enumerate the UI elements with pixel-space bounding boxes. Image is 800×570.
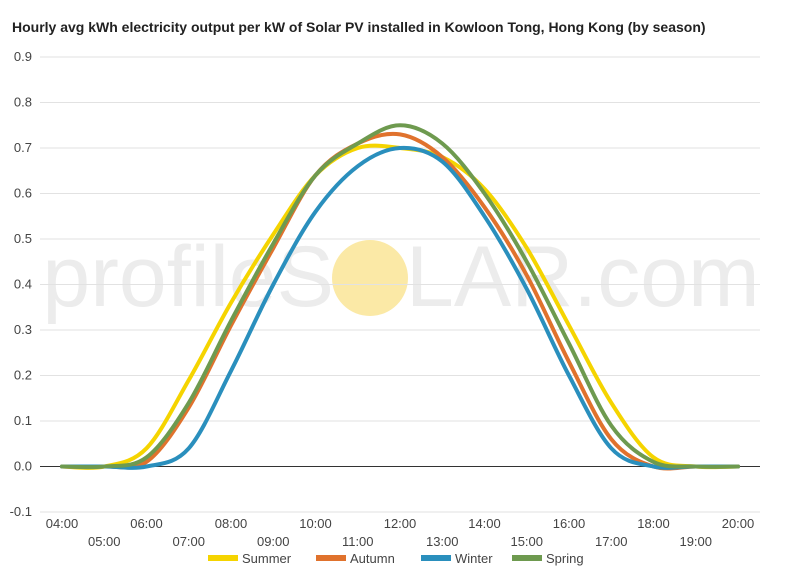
series-lines <box>60 123 740 471</box>
y-tick-label: 0.7 <box>14 140 32 155</box>
legend-swatch-winter <box>421 555 451 561</box>
x-tick-label: 16:00 <box>553 516 586 531</box>
legend-label-spring: Spring <box>546 551 584 566</box>
y-tick-label: -0.1 <box>10 504 32 519</box>
x-tick-label: 07:00 <box>172 534 205 549</box>
x-tick-label: 20:00 <box>722 516 755 531</box>
y-tick-label: 0.1 <box>14 413 32 428</box>
y-tick-label: 0.0 <box>14 459 32 474</box>
legend-item-spring: Spring <box>512 551 584 566</box>
y-tick-label: 0.4 <box>14 277 32 292</box>
legend-label-winter: Winter <box>455 551 493 566</box>
x-tick-label: 12:00 <box>384 516 417 531</box>
legend-item-summer: Summer <box>208 551 292 566</box>
x-tick-label: 08:00 <box>215 516 248 531</box>
legend-swatch-autumn <box>316 555 346 561</box>
x-tick-label: 09:00 <box>257 534 290 549</box>
legend-item-autumn: Autumn <box>316 551 395 566</box>
legend: Summer Autumn Winter Spring <box>208 551 584 566</box>
chart-title: Hourly avg kWh electricity output per kW… <box>12 19 706 35</box>
y-tick-label: 0.3 <box>14 322 32 337</box>
watermark: profileS LAR.com <box>42 229 759 325</box>
legend-label-autumn: Autumn <box>350 551 395 566</box>
x-tick-label: 17:00 <box>595 534 628 549</box>
x-tick-label: 19:00 <box>679 534 712 549</box>
legend-label-summer: Summer <box>242 551 292 566</box>
x-tick-label: 05:00 <box>88 534 121 549</box>
watermark-sun <box>332 240 408 316</box>
x-tick-label: 04:00 <box>46 516 79 531</box>
series-line-winter <box>60 145 740 470</box>
x-tick-label: 11:00 <box>342 534 374 549</box>
x-tick-label: 06:00 <box>130 516 163 531</box>
y-tick-label: 0.6 <box>14 186 32 201</box>
watermark-text-left: profileS <box>42 229 334 325</box>
y-tick-label: 0.5 <box>14 231 32 246</box>
y-tick-label: 0.8 <box>14 95 32 110</box>
legend-swatch-spring <box>512 555 542 561</box>
legend-item-winter: Winter <box>421 551 493 566</box>
x-tick-label: 18:00 <box>637 516 670 531</box>
watermark-text-right: LAR.com <box>406 229 760 325</box>
x-tick-label: 10:00 <box>299 516 332 531</box>
grid <box>40 56 760 513</box>
x-tick-label: 15:00 <box>510 534 543 549</box>
legend-swatch-summer <box>208 555 238 561</box>
axes: -0.1 0.0 0.1 0.2 0.3 0.4 0.5 0.6 0.7 0.8 0.9 04:00 0… <box>10 49 760 549</box>
y-tick-label: 0.9 <box>14 49 32 64</box>
series-line-spring <box>60 123 740 470</box>
series-line-autumn <box>60 131 740 471</box>
x-tick-label: 14:00 <box>468 516 501 531</box>
x-tick-label: 13:00 <box>426 534 459 549</box>
y-tick-label: 0.2 <box>14 368 32 383</box>
